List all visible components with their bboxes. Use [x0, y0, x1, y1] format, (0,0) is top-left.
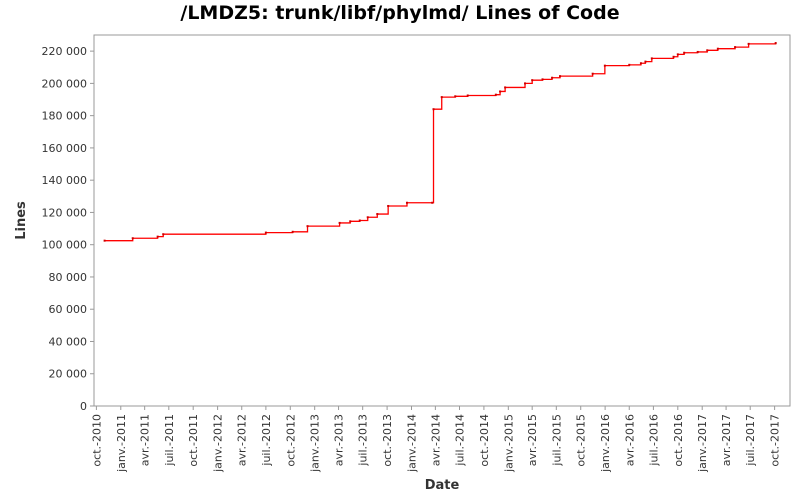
data-point — [264, 231, 267, 234]
y-axis-title: Lines — [14, 201, 29, 240]
data-point — [454, 95, 457, 98]
data-point — [131, 237, 134, 240]
data-point — [103, 239, 106, 242]
x-tick-label: janv.-2017 — [696, 414, 709, 473]
x-tick-label: avr.-2015 — [526, 414, 539, 466]
x-tick-label: janv.-2012 — [212, 414, 225, 473]
data-point — [494, 93, 497, 96]
x-axis: oct.-2010 janv.-2011 avr.-2011 juil.-2011 oc… — [90, 406, 782, 473]
data-point — [774, 42, 777, 45]
x-tick-label: juil.-2016 — [647, 414, 660, 467]
x-tick-label: oct.-2011 — [187, 414, 200, 467]
data-point — [432, 108, 435, 111]
data-point — [405, 201, 408, 204]
data-point — [716, 47, 719, 50]
x-tick-label: juil.-2014 — [454, 414, 467, 467]
x-tick-label: oct.-2012 — [284, 414, 297, 467]
x-tick-label: oct.-2014 — [478, 414, 491, 467]
y-tick-label: 20 000 — [49, 368, 88, 381]
x-tick-label: juil.-2012 — [260, 414, 273, 467]
data-point — [676, 53, 679, 56]
x-tick-label: janv.-2011 — [115, 414, 128, 473]
data-point — [499, 90, 502, 93]
data-point — [376, 213, 379, 216]
y-tick-label: 160 000 — [42, 142, 88, 155]
y-tick-label: 60 000 — [49, 303, 88, 316]
data-point — [306, 225, 309, 228]
plot-frame — [93, 34, 791, 407]
data-point — [591, 72, 594, 75]
x-tick-label: juil.-2013 — [357, 414, 370, 467]
y-tick-label: 220 000 — [42, 45, 88, 58]
x-tick-label: oct.-2016 — [672, 414, 685, 467]
y-axis: 0 20 000 40 000 60 000 80 000 100 000 120 000 1… — [42, 45, 94, 413]
x-tick-label: oct.-2017 — [769, 414, 782, 467]
data-point — [541, 78, 544, 81]
x-tick-label: avr.-2013 — [333, 414, 346, 466]
data-point — [603, 64, 606, 67]
series-line — [104, 43, 777, 242]
x-tick-label: juil.-2017 — [744, 414, 757, 467]
x-tick-label: oct.-2013 — [381, 414, 394, 467]
data-point — [349, 220, 352, 223]
data-point — [466, 94, 469, 97]
data-point — [338, 221, 341, 224]
data-point — [524, 82, 527, 85]
data-point — [358, 219, 361, 222]
data-point — [291, 230, 294, 233]
data-point — [156, 235, 159, 238]
data-point — [747, 42, 750, 45]
x-tick-label: janv.-2016 — [599, 414, 612, 473]
x-tick-label: avr.-2014 — [429, 414, 442, 466]
data-point — [559, 75, 562, 78]
y-tick-label: 120 000 — [42, 206, 88, 219]
data-point — [706, 49, 709, 52]
data-point — [162, 233, 165, 236]
y-tick-label: 140 000 — [42, 174, 88, 187]
data-point — [672, 55, 675, 58]
x-tick-label: avr.-2012 — [236, 414, 249, 466]
data-point — [431, 201, 434, 204]
x-tick-label: oct.-2015 — [575, 414, 588, 467]
data-point — [650, 57, 653, 60]
x-axis-title: Date — [425, 478, 460, 493]
data-point — [683, 51, 686, 54]
x-tick-label: janv.-2014 — [405, 414, 418, 473]
x-tick-label: avr.-2017 — [720, 414, 733, 466]
data-point — [366, 216, 369, 219]
data-point — [387, 204, 390, 207]
y-tick-label: 180 000 — [42, 110, 88, 123]
data-point — [644, 60, 647, 63]
data-point — [531, 79, 534, 82]
data-point — [696, 50, 699, 53]
x-tick-label: juil.-2011 — [163, 414, 176, 467]
x-tick-label: avr.-2011 — [139, 414, 152, 466]
y-tick-label: 100 000 — [42, 239, 88, 252]
x-tick-label: oct.-2010 — [90, 414, 103, 467]
x-tick-label: janv.-2013 — [309, 414, 322, 473]
y-tick-label: 200 000 — [42, 77, 88, 90]
data-point — [440, 96, 443, 99]
data-point — [639, 62, 642, 65]
x-tick-label: avr.-2016 — [623, 414, 636, 466]
y-tick-label: 0 — [80, 400, 87, 413]
x-tick-label: janv.-2015 — [502, 414, 515, 473]
chart-title: /LMDZ5: trunk/libf/phylmd/ Lines of Code — [180, 2, 620, 24]
data-point — [628, 63, 631, 66]
y-tick-label: 40 000 — [49, 335, 88, 348]
x-tick-label: juil.-2015 — [550, 414, 563, 467]
data-point — [734, 46, 737, 49]
series-layer — [103, 42, 777, 242]
data-point — [551, 76, 554, 79]
data-point — [504, 86, 507, 89]
y-tick-label: 80 000 — [49, 271, 88, 284]
